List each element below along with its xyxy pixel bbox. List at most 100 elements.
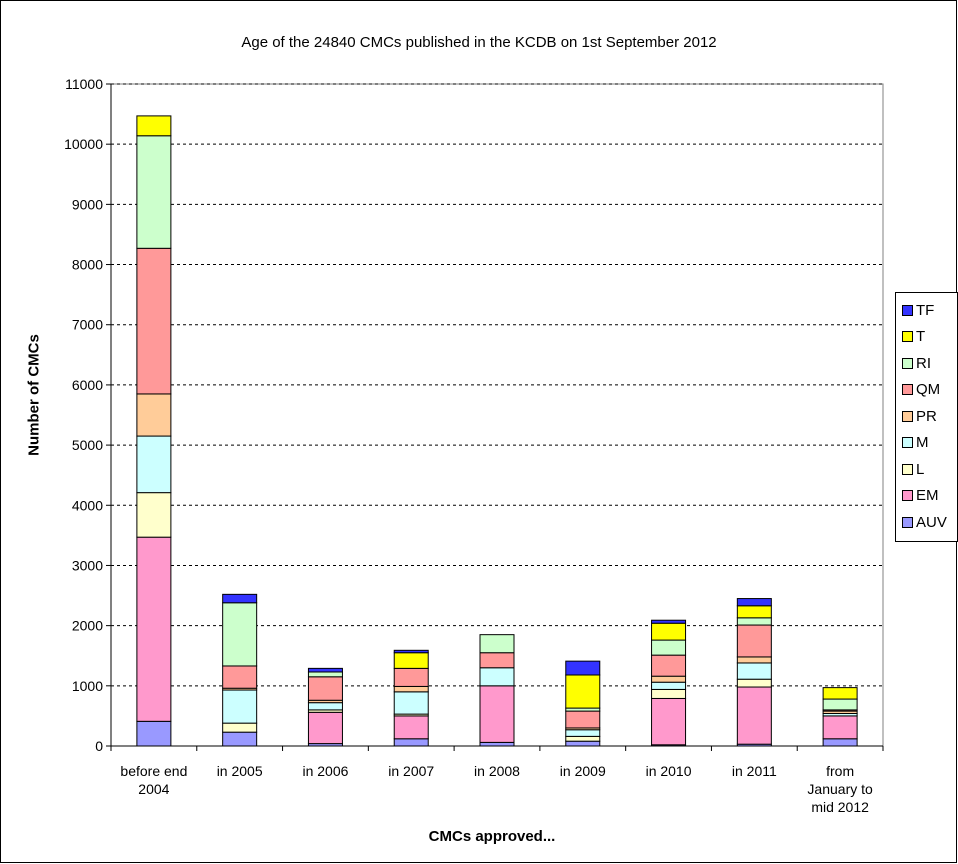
y-tick-label: 11000 <box>65 76 103 92</box>
legend-swatch <box>902 384 913 396</box>
bar-segment-l <box>136 492 172 538</box>
bar-segment-m <box>307 702 343 711</box>
legend-item-em: EM <box>896 483 957 510</box>
bar-segment-ri <box>651 639 687 656</box>
bar-segment-em <box>651 697 687 746</box>
legend-swatch <box>902 490 913 502</box>
y-tick-label: 10000 <box>64 136 103 152</box>
legend-item-pr: PR <box>896 403 957 430</box>
bar-segment-qm <box>736 624 772 658</box>
bar-segment-qm <box>651 654 687 677</box>
x-tick-label: in 2009 <box>560 763 606 779</box>
bar-segment-t <box>736 605 772 619</box>
bar-segment-em <box>736 686 772 745</box>
y-tick-label: 0 <box>95 738 103 754</box>
legend-swatch <box>902 304 913 316</box>
y-tick-label: 2000 <box>72 618 103 634</box>
bar-segment-pr <box>136 393 172 437</box>
bar-segment-qm <box>479 652 515 669</box>
bar-segment-qm <box>565 710 601 729</box>
bar-segment-em <box>393 715 429 740</box>
bar-segment-m <box>222 689 258 724</box>
x-tick-label: in 2011 <box>732 763 777 779</box>
bar-segment-qm <box>393 667 429 687</box>
bar-segment-tf <box>393 649 429 654</box>
y-tick-label: 8000 <box>72 257 103 273</box>
bar-segment-pr <box>651 675 687 683</box>
legend-label: M <box>916 434 929 452</box>
legend-swatch <box>902 410 913 422</box>
bar-segment-ri <box>136 135 172 249</box>
legend-label: EM <box>916 487 939 505</box>
legend-label: AUV <box>916 513 947 531</box>
bar-segment-tf <box>307 667 343 673</box>
bar-segment-ri <box>822 698 858 711</box>
bar-segment-ri <box>222 602 258 667</box>
bar-segment-ri <box>479 634 515 654</box>
bar-segment-l <box>651 688 687 699</box>
legend-label: L <box>916 460 925 478</box>
legend-label: PR <box>916 407 937 425</box>
bar-segment-t <box>393 652 429 669</box>
bar-segment-auv <box>136 720 172 747</box>
legend-item-ri: RI <box>896 350 957 377</box>
bar-segment-l <box>736 678 772 688</box>
legend-item-tf: TF <box>896 297 957 324</box>
y-tick-label: 3000 <box>72 557 103 573</box>
x-tick-label: in 2010 <box>646 763 692 779</box>
x-tick-label: in 2006 <box>302 763 348 779</box>
bar-segment-t <box>651 622 687 641</box>
bar-segment-m <box>736 662 772 680</box>
y-tick-label: 9000 <box>72 196 103 212</box>
legend-item-auv: AUV <box>896 509 957 536</box>
bar-segment-auv <box>565 740 601 747</box>
x-tick-label: in 2005 <box>217 763 263 779</box>
x-tick-label: before end <box>120 763 187 779</box>
bar-segment-l <box>222 722 258 733</box>
bar-segment-t <box>822 687 858 700</box>
x-axis-label: CMCs approved... <box>428 828 556 845</box>
bar-segment-auv <box>479 741 515 747</box>
x-tick-label: from <box>826 763 854 779</box>
bar-segment-ri <box>736 617 772 626</box>
legend: TF T RI QM PR M L EM AUV <box>895 292 958 542</box>
bar-segment-pr <box>736 656 772 664</box>
legend-item-t: T <box>896 324 957 351</box>
x-tick-label: January to <box>807 781 873 797</box>
legend-swatch <box>902 463 913 475</box>
bar-segment-m <box>479 667 515 687</box>
bar-segment-auv <box>822 738 858 747</box>
y-tick-label: 5000 <box>72 437 103 453</box>
legend-swatch <box>902 437 913 449</box>
bar-segment-em <box>307 711 343 745</box>
x-tick-label: mid 2012 <box>811 799 869 815</box>
y-tick-label: 4000 <box>72 497 103 513</box>
legend-label: RI <box>916 354 931 372</box>
legend-swatch <box>902 357 913 369</box>
bar-segment-qm <box>222 665 258 689</box>
x-tick-label: in 2008 <box>474 763 520 779</box>
legend-label: T <box>916 328 926 346</box>
bar-segment-m <box>136 435 172 494</box>
bar-segment-auv <box>222 731 258 747</box>
bar-segment-em <box>479 685 515 743</box>
bar-segment-auv <box>393 738 429 747</box>
bar-segment-t <box>136 115 172 137</box>
bar-segment-qm <box>307 676 343 701</box>
bar-segment-l <box>565 735 601 742</box>
legend-swatch <box>902 516 913 528</box>
bar-segment-pr <box>393 685 429 693</box>
bar-segment-m <box>393 691 429 715</box>
bar-segment-tf <box>651 619 687 624</box>
legend-item-qm: QM <box>896 377 957 404</box>
legend-item-m: M <box>896 430 957 457</box>
legend-swatch <box>902 331 913 343</box>
bar-segment-qm <box>136 247 172 395</box>
x-tick-label: in 2007 <box>388 763 434 779</box>
bar-segment-m <box>651 681 687 690</box>
bar-segment-t <box>565 674 601 709</box>
bar-segment-tf <box>736 598 772 607</box>
x-tick-label: 2004 <box>138 781 169 797</box>
bar-segment-em <box>136 536 172 722</box>
